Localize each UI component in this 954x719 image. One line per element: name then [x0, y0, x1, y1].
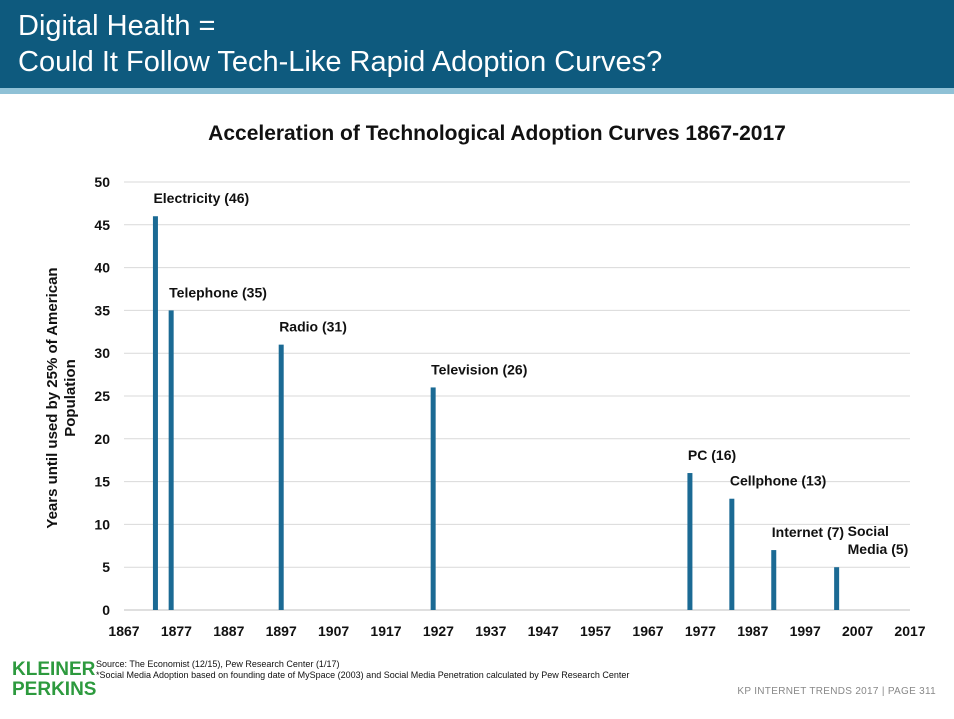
bar — [834, 567, 840, 610]
bar-label-line: Television (26) — [431, 361, 527, 377]
x-tick-label: 1907 — [318, 623, 349, 639]
x-tick-label: 1917 — [370, 623, 401, 639]
bar-label-line: Electricity (46) — [153, 190, 249, 206]
logo-line1: KLEINER — [12, 659, 96, 680]
slide-title-line2: Could It Follow Tech-Like Rapid Adoption… — [18, 46, 663, 78]
x-tick-label: 2007 — [842, 623, 873, 639]
x-tick-label: 2017 — [894, 623, 925, 639]
bar — [152, 216, 158, 611]
x-tick-label: 1947 — [528, 623, 559, 639]
y-tick-label: 45 — [94, 217, 110, 233]
y-tick-label: 35 — [94, 302, 110, 318]
slide-title: Digital Health = Could It Follow Tech-Li… — [18, 8, 662, 80]
x-tick-label: 1897 — [266, 623, 297, 639]
bar — [168, 310, 174, 610]
chart-title: Acceleration of Technological Adoption C… — [208, 122, 786, 145]
source-note: Source: The Economist (12/15), Pew Resea… — [96, 659, 629, 681]
y-tick-label: 10 — [94, 516, 110, 532]
slide-header: Digital Health = Could It Follow Tech-Li… — [0, 0, 954, 88]
x-tick-label: 1937 — [475, 623, 506, 639]
bar-label-line: Media (5) — [848, 541, 909, 557]
bar-label-line: PC (16) — [688, 447, 736, 463]
bar-label-line: Cellphone (13) — [730, 473, 826, 489]
bar — [278, 344, 284, 610]
logo-line2: PERKINS — [12, 679, 97, 700]
x-tick-label: 1987 — [737, 623, 768, 639]
bar-label: Electricity (46) — [153, 190, 249, 206]
bar-label-line: Social — [848, 523, 889, 539]
y-tick-label: 20 — [94, 431, 110, 447]
y-tick-label: 40 — [94, 260, 110, 276]
footer-page-info: KP INTERNET TRENDS 2017 | PAGE 311 — [737, 686, 936, 697]
bar-label: Television (26) — [431, 361, 527, 377]
bar-label: PC (16) — [688, 447, 736, 463]
x-tick-label: 1977 — [685, 623, 716, 639]
bar-label-line: Telephone (35) — [169, 284, 267, 300]
source-line1: Source: The Economist (12/15), Pew Resea… — [96, 659, 340, 669]
slide-title-line1: Digital Health = — [18, 10, 216, 42]
bar-label: Cellphone (13) — [730, 473, 826, 489]
y-axis-label: Years until used by 25% of American Popu… — [44, 267, 79, 529]
x-tick-label: 1877 — [161, 623, 192, 639]
bar-label: Radio (31) — [279, 319, 347, 335]
bar — [687, 473, 693, 610]
y-tick-label: 5 — [102, 559, 110, 575]
bar-label: Internet (7) — [772, 524, 844, 540]
bar — [729, 498, 735, 610]
bar — [430, 387, 436, 610]
header-stripe — [0, 88, 954, 94]
x-tick-label: 1967 — [632, 623, 663, 639]
kleiner-perkins-logo: KLEINER PERKINS — [12, 660, 96, 700]
x-tick-label: 1957 — [580, 623, 611, 639]
source-line2: *Social Media Adoption based on founding… — [96, 670, 630, 680]
x-tick-label: 1887 — [213, 623, 244, 639]
x-tick-label: 1867 — [108, 623, 139, 639]
y-tick-label: 50 — [94, 174, 110, 190]
bar-label: Social Media (5) — [848, 523, 909, 557]
bar-label: Telephone (35) — [169, 284, 267, 300]
bar-label-line: Radio (31) — [279, 319, 347, 335]
y-tick-label: 0 — [102, 602, 110, 618]
y-tick-label: 30 — [94, 345, 110, 361]
x-tick-label: 1997 — [790, 623, 821, 639]
y-tick-label: 25 — [94, 388, 110, 404]
y-tick-label: 15 — [94, 474, 110, 490]
bar — [771, 550, 777, 610]
bar-label-line: Internet (7) — [772, 524, 844, 540]
x-tick-label: 1927 — [423, 623, 454, 639]
